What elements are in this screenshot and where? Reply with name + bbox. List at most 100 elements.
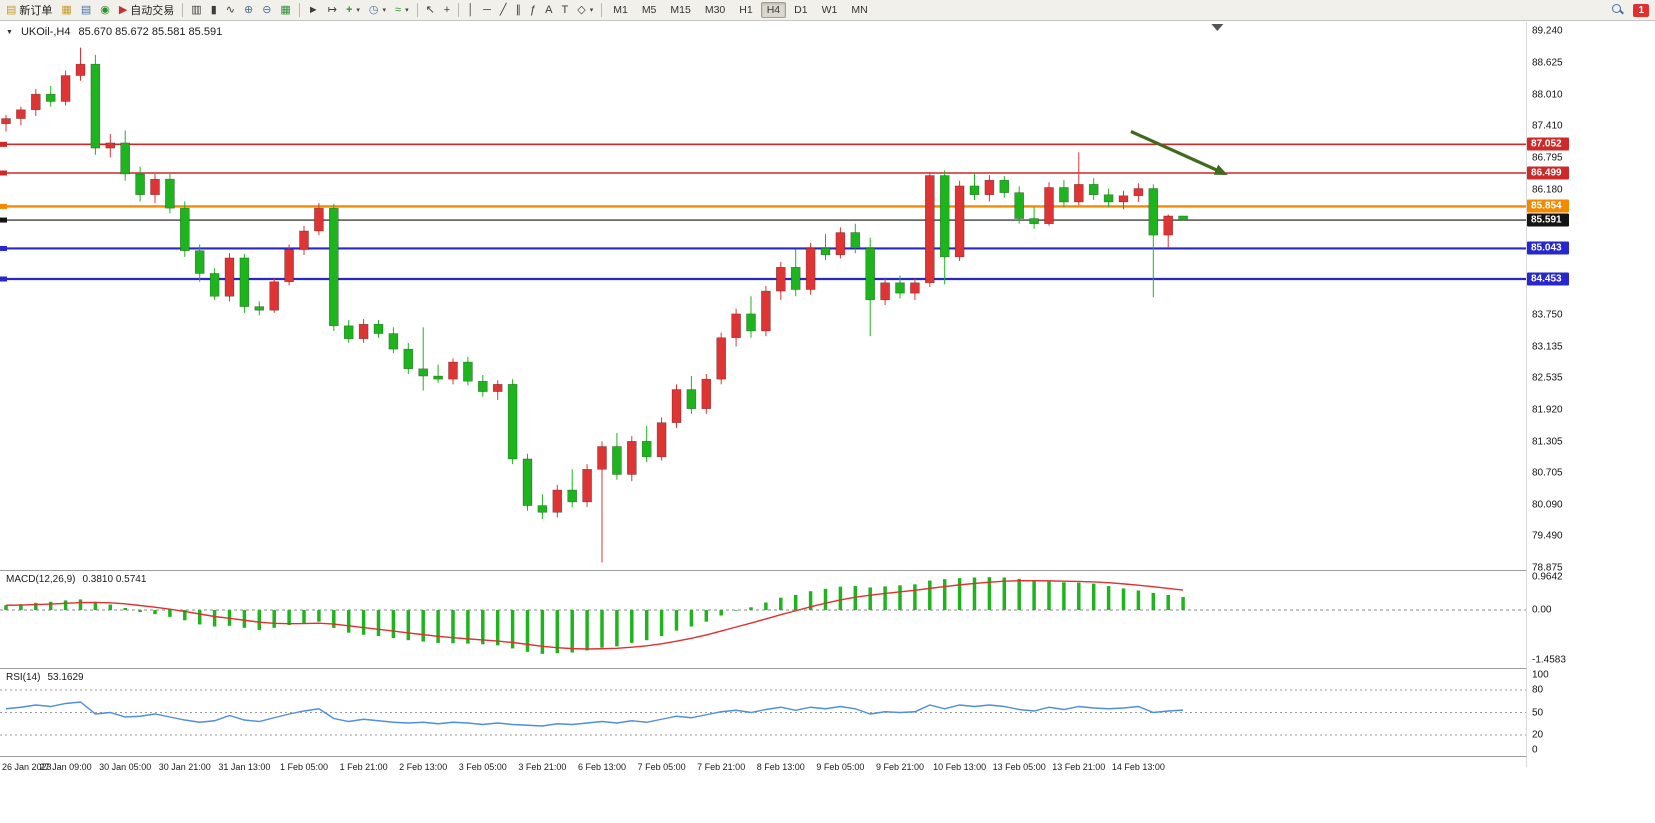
price-line-badge: 85.591: [1527, 213, 1569, 227]
macd-axis-label: -1.4583: [1532, 654, 1566, 666]
indicators-icon: ≈: [395, 3, 402, 16]
indicators-button[interactable]: ≈ ▾: [391, 2, 413, 19]
rsi-axis-label: 0: [1532, 744, 1538, 756]
new-order-label: 新订单: [19, 5, 53, 17]
bar-chart-button[interactable]: ▥: [187, 2, 205, 19]
zoom-out-button[interactable]: ⊖: [258, 2, 275, 19]
timeframe-button-MN[interactable]: MN: [851, 4, 868, 16]
candlestick-chart-button[interactable]: ▮: [207, 2, 221, 19]
time-axis-label: 7 Feb 05:00: [637, 762, 686, 772]
rsi-line: [5, 701, 1184, 727]
timeframe-button-H4[interactable]: H4: [760, 2, 787, 18]
fibonacci-icon: ƒ: [530, 3, 537, 16]
chart-shift-marker[interactable]: [1211, 24, 1224, 31]
macd-values: 0.3810 0.5741: [82, 574, 147, 585]
price-axis-label: 79.490: [1532, 530, 1563, 542]
line-chart-button[interactable]: ∿: [222, 2, 239, 19]
line-chart-icon: ∿: [225, 3, 235, 16]
rsi-axis-label: 100: [1532, 669, 1549, 681]
macd-panel-canvas[interactable]: [0, 571, 1526, 667]
timeframe-button-M1[interactable]: M1: [613, 4, 628, 16]
text-tool-button[interactable]: A: [541, 2, 556, 19]
price-axis-label: 89.240: [1532, 25, 1563, 37]
label-tool-button[interactable]: T: [558, 2, 573, 19]
macd-axis-label: 0.9642: [1532, 571, 1563, 583]
chart-shift-button[interactable]: ↦: [324, 2, 341, 19]
line-anchor-marker: [0, 217, 7, 223]
timeframe-button-W1[interactable]: W1: [821, 4, 838, 16]
notification-badge[interactable]: 1: [1633, 3, 1649, 17]
crosshair-icon: +: [443, 3, 451, 16]
trend-arrow[interactable]: [1130, 130, 1228, 176]
time-axis-label: 6 Feb 13:00: [577, 762, 627, 772]
vertical-line-button[interactable]: │: [463, 2, 478, 19]
crosshair-button[interactable]: +: [440, 2, 454, 19]
cursor-button[interactable]: ↖: [422, 2, 439, 19]
channel-button[interactable]: ∥: [512, 2, 526, 19]
price-lines-layer: [0, 141, 1526, 282]
navigator-button[interactable]: ◉: [96, 2, 114, 19]
horizontal-line-icon: ─: [483, 3, 491, 16]
timeframe-button-M5[interactable]: M5: [641, 4, 657, 16]
auto-scroll-icon: ►: [307, 3, 319, 16]
new-order-button[interactable]: ▤ 新订单: [2, 2, 56, 19]
shapes-button[interactable]: ◇ ▾: [573, 2, 597, 19]
time-axis-label: 1 Feb 21:00: [339, 762, 388, 772]
price-line-badge: 85.854: [1527, 199, 1569, 213]
zoom-in-button[interactable]: ⊕: [240, 2, 257, 19]
price-axis-label: 80.090: [1532, 499, 1563, 511]
chart-symbol-period: UKOil-,H4: [20, 26, 71, 38]
search-icon[interactable]: [1612, 4, 1624, 16]
line-anchor-marker: [0, 203, 7, 209]
toolbar-separator: [458, 3, 460, 17]
toolbar-separator: [601, 3, 603, 17]
fibonacci-button[interactable]: ƒ: [526, 2, 540, 19]
rsi-name: RSI(14): [6, 672, 41, 683]
label-tool-icon: T: [561, 3, 569, 16]
cursor-icon: ↖: [425, 3, 435, 16]
auto-scroll-button[interactable]: ►: [304, 2, 323, 19]
rsi-label: RSI(14) 53.1629: [6, 672, 84, 683]
periods-button[interactable]: ◷ ▾: [365, 2, 390, 19]
trendline-icon: ╱: [499, 3, 507, 16]
rsi-axis-label: 50: [1532, 707, 1544, 718]
channel-icon: ∥: [515, 3, 522, 16]
macd-axis-label: 0.00: [1532, 604, 1552, 616]
price-axis-label: 87.410: [1532, 120, 1563, 132]
bar-chart-icon: ▥: [191, 3, 202, 16]
rsi-panel-canvas[interactable]: [0, 669, 1526, 756]
macd-signal-line: [5, 580, 1184, 650]
timeframe-button-M30[interactable]: M30: [704, 4, 726, 16]
timeframe-button-M15[interactable]: M15: [670, 4, 691, 16]
timeframe-button-D1[interactable]: D1: [794, 4, 808, 16]
auto-trading-label: 自动交易: [130, 5, 175, 17]
new-chart-button[interactable]: + ▾: [342, 2, 364, 19]
timeframe-button-H1[interactable]: H1: [739, 4, 753, 16]
candles-layer: [1, 47, 1188, 563]
time-axis-label: 9 Feb 05:00: [816, 762, 865, 772]
market-watch-button[interactable]: ▦: [57, 2, 75, 19]
time-axis-label: 30 Jan 05:00: [99, 762, 152, 772]
title-caret-icon: ▼: [6, 28, 13, 36]
price-axis[interactable]: 89.240 88.625 88.010 87.410 86.795 86.180 83.7…: [1526, 22, 1655, 767]
price-axis-label: 82.535: [1532, 372, 1563, 384]
time-axis-label: 30 Jan 21:00: [158, 762, 211, 772]
time-axis-label: 13 Feb 05:00: [992, 762, 1046, 772]
new-order-icon: ▤: [6, 3, 17, 16]
data-window-button[interactable]: ▤: [77, 2, 95, 19]
trendline-button[interactable]: ╱: [496, 2, 511, 19]
auto-trading-button[interactable]: ▶ 自动交易: [115, 2, 178, 19]
price-line-badge: 84.453: [1527, 272, 1569, 286]
zoom-in-icon: ⊕: [243, 3, 254, 16]
panel-separator[interactable]: [0, 668, 1655, 669]
chevron-down-icon: ▾: [356, 7, 360, 14]
horizontal-line-button[interactable]: ─: [479, 2, 495, 19]
macd-histogram: [4, 577, 1185, 654]
tile-windows-button[interactable]: ▦: [276, 2, 294, 19]
price-axis-label: 80.705: [1532, 467, 1563, 479]
price-chart-canvas[interactable]: [0, 22, 1526, 570]
time-axis-label: 9 Feb 21:00: [875, 762, 925, 772]
time-axis[interactable]: 26 Jan 2023 27 Jan 09:00 30 Jan 05:00 30 Ja…: [0, 756, 1655, 776]
panel-separator[interactable]: [0, 570, 1655, 571]
time-axis-label: 3 Feb 05:00: [458, 762, 507, 772]
